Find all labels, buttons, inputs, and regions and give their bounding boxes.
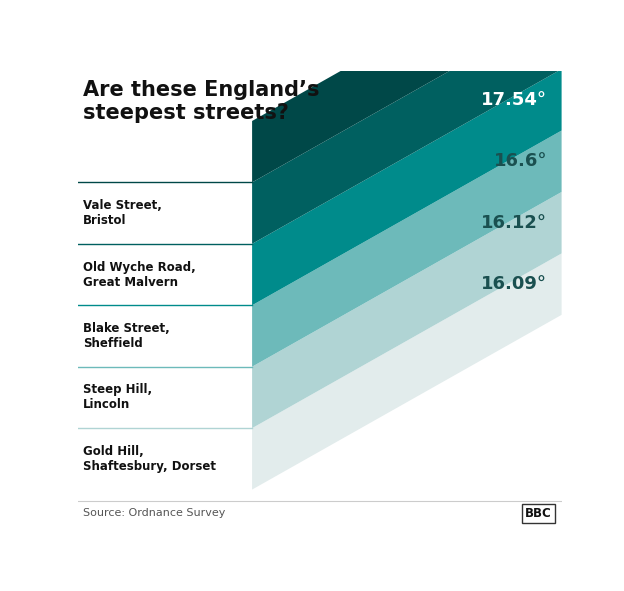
Polygon shape <box>252 0 562 183</box>
Text: Blake Street,
Sheffield: Blake Street, Sheffield <box>83 322 170 350</box>
Text: 16.6°: 16.6° <box>494 152 547 170</box>
Polygon shape <box>252 131 562 366</box>
Polygon shape <box>252 69 562 306</box>
Polygon shape <box>252 8 562 244</box>
Text: Gold Hill,
Shaftesbury, Dorset: Gold Hill, Shaftesbury, Dorset <box>83 445 216 473</box>
Text: Vale Street,
Bristol: Vale Street, Bristol <box>83 199 162 227</box>
Text: 16.12°: 16.12° <box>481 214 547 232</box>
Text: 17.54°: 17.54° <box>481 91 547 109</box>
Polygon shape <box>252 192 562 428</box>
Polygon shape <box>252 254 562 489</box>
Text: 21.81°: 21.81° <box>481 30 547 47</box>
Text: BBC: BBC <box>525 506 552 519</box>
Text: 16.09°: 16.09° <box>481 275 547 293</box>
Text: Are these England’s
steepest streets?: Are these England’s steepest streets? <box>83 80 319 123</box>
Text: Old Wyche Road,
Great Malvern: Old Wyche Road, Great Malvern <box>83 261 195 288</box>
Text: Steep Hill,
Lincoln: Steep Hill, Lincoln <box>83 384 152 411</box>
Text: Source: Ordnance Survey: Source: Ordnance Survey <box>83 508 225 518</box>
